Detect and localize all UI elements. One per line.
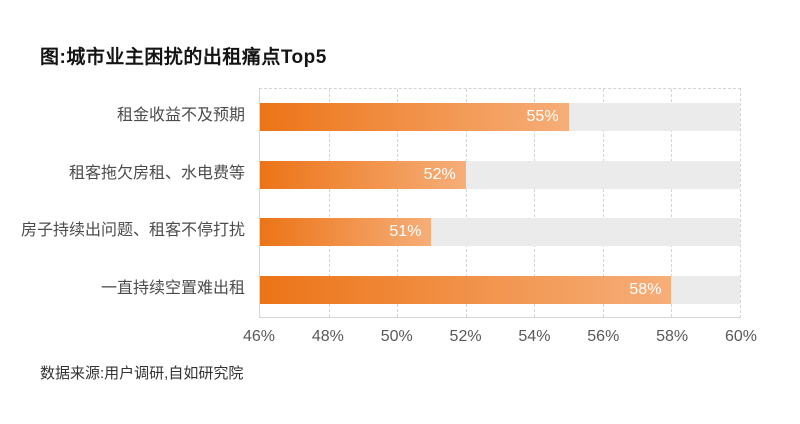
bar-track: 52%: [260, 160, 740, 189]
gridline: [671, 89, 673, 317]
gridline: [534, 89, 536, 317]
bar: 55%: [260, 103, 569, 131]
source-note: 数据来源:用户调研,自如研究院: [40, 365, 244, 382]
gridline: [465, 89, 467, 317]
x-tick-label: 50%: [380, 328, 413, 345]
gridline: [328, 89, 330, 317]
x-tick-label: 54%: [518, 328, 551, 345]
x-axis: 46% 48% 50% 52% 54% 56% 58% 60%: [243, 328, 757, 350]
category-label: 租客拖欠房租、水电费等: [68, 164, 245, 182]
plot-area: 55% 52% 51% 58%: [259, 88, 741, 318]
bar-value-label: 55%: [526, 108, 559, 125]
bar-track: 55%: [260, 103, 740, 131]
x-tick-label: 48%: [311, 328, 344, 345]
bar-track: 58%: [260, 275, 740, 304]
gridline: [397, 89, 399, 317]
x-tick-label: 60%: [724, 328, 758, 345]
x-tick-label: 56%: [587, 328, 620, 345]
category-label: 房子持续出问题、租客不停打扰: [20, 222, 245, 239]
bar-track: 51%: [260, 218, 740, 246]
x-tick-label: 46%: [242, 328, 276, 345]
bar: 51%: [260, 218, 432, 246]
category-label: 租金收益不及预期: [116, 107, 245, 124]
x-tick-label: 58%: [656, 328, 689, 345]
category-label: 一直持续空置难出租: [100, 279, 245, 297]
bar: 52%: [260, 160, 466, 189]
bar-value-label: 51%: [389, 223, 422, 240]
x-tick-label: 52%: [449, 328, 482, 345]
bar: 58%: [260, 275, 672, 304]
bar-value-label: 52%: [423, 165, 456, 183]
page-title: 图:城市业主困扰的出租痛点Top5: [40, 47, 327, 68]
category-labels: 租金收益不及预期租客拖欠房租、水电费等房子持续出问题、租客不停打扰一直持续空置难…: [0, 88, 245, 318]
bar-value-label: 58%: [629, 280, 662, 298]
gridline: [602, 89, 604, 317]
